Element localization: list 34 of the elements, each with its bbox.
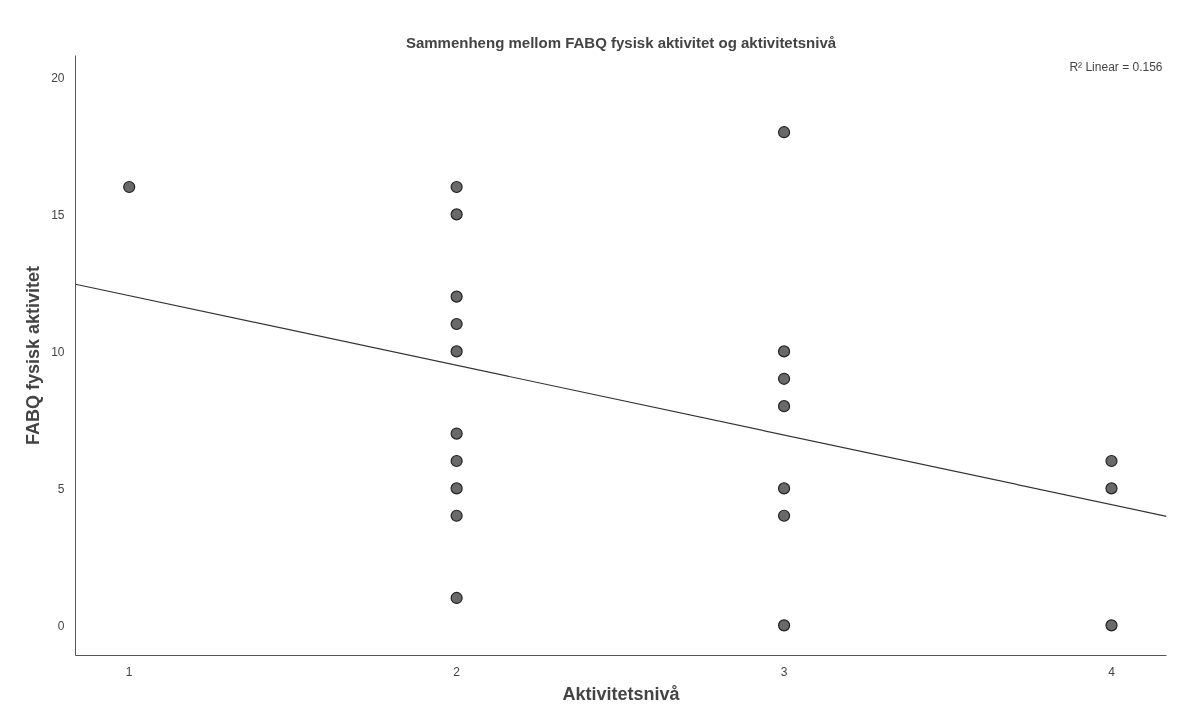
x-tick-label: 1 xyxy=(125,664,133,679)
y-tick-label: 20 xyxy=(51,70,65,85)
point xyxy=(450,208,463,221)
point xyxy=(777,400,791,413)
point xyxy=(450,180,463,194)
point xyxy=(1105,482,1118,495)
point xyxy=(777,509,791,522)
point xyxy=(450,345,463,358)
y-tick-label: 10 xyxy=(51,344,65,359)
point xyxy=(1105,454,1118,468)
point xyxy=(777,372,791,385)
annotation: R² Linear = 0.156 xyxy=(1069,59,1163,74)
point xyxy=(450,482,463,495)
point xyxy=(777,126,791,139)
point xyxy=(450,317,463,331)
x-tick-label: 2 xyxy=(453,664,461,679)
point xyxy=(450,591,463,605)
y-tick-label: 5 xyxy=(57,481,65,496)
y-tick-label: 0 xyxy=(57,618,65,633)
point xyxy=(450,509,463,522)
point xyxy=(123,180,136,194)
y-tick-label: 15 xyxy=(51,207,65,222)
point xyxy=(1105,619,1118,632)
point xyxy=(777,482,791,495)
x-axis-title: Aktivitetsnivå xyxy=(562,683,681,704)
x-tick-label: 3 xyxy=(780,664,788,679)
chart-title: Sammenheng mellom FABQ fysisk aktivitet og aktivitetsnivå xyxy=(405,33,837,51)
point xyxy=(450,454,463,468)
point xyxy=(450,427,463,440)
x-tick-label: 4 xyxy=(1108,664,1116,679)
y-axis-title: FABQ fysisk aktivitet xyxy=(23,265,44,446)
point xyxy=(777,619,791,632)
point xyxy=(777,345,791,358)
point xyxy=(450,290,463,303)
